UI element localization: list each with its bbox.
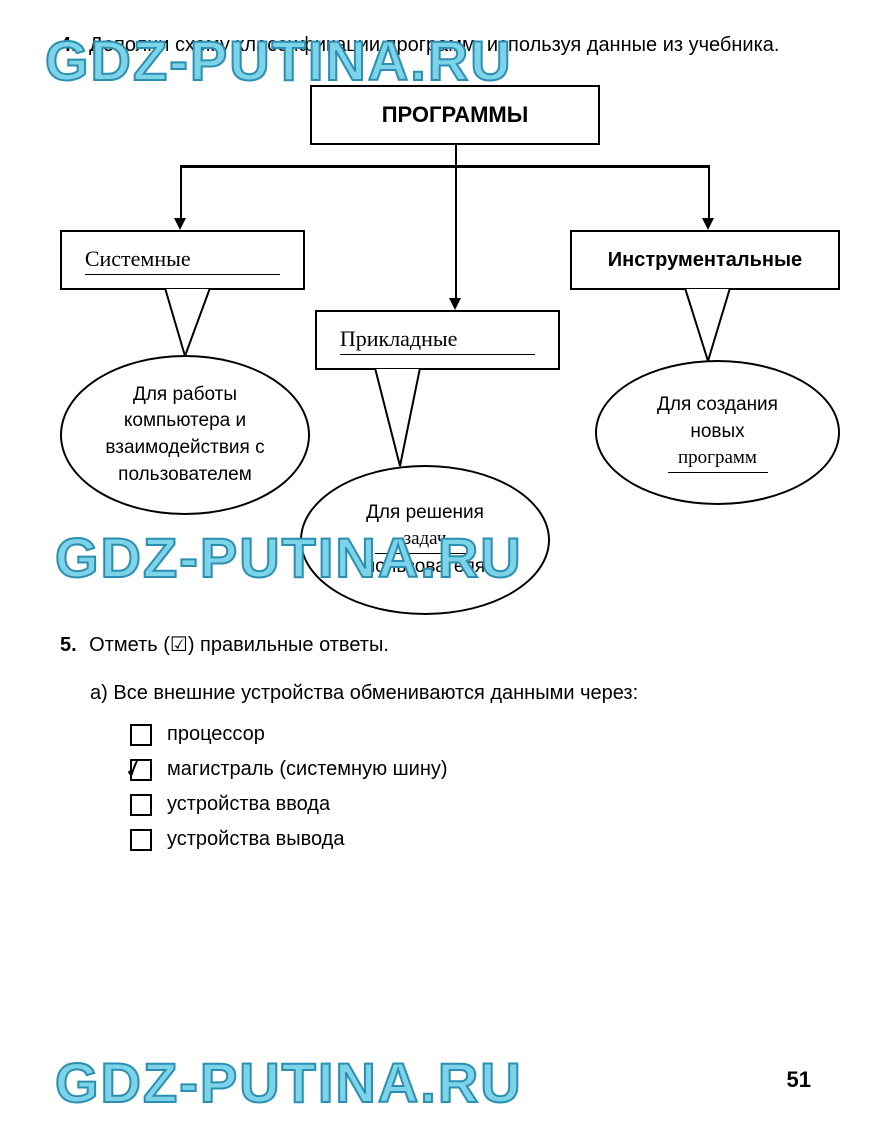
bubble-line: пользователем bbox=[118, 462, 252, 489]
node-right-label: Инструментальные bbox=[608, 249, 802, 272]
checkbox[interactable]: ✓ bbox=[130, 759, 152, 781]
q5-prompt: 5. Отметь (☑) правильные ответы. bbox=[60, 630, 811, 660]
root-label: ПРОГРАММЫ bbox=[382, 102, 529, 128]
page-number: 51 bbox=[787, 1067, 811, 1093]
bubble-tail bbox=[160, 288, 220, 358]
bubble-fill: программ bbox=[668, 445, 768, 473]
connector bbox=[180, 165, 182, 220]
bubble-line: новых bbox=[690, 419, 744, 446]
q4-prompt: 4. Дополни схему классификации программ,… bbox=[60, 30, 811, 60]
page-content: 4. Дополни схему классификации программ,… bbox=[0, 0, 871, 901]
connector bbox=[455, 145, 457, 165]
option-row: процессор bbox=[130, 723, 811, 746]
bubble-line: пользователя bbox=[365, 554, 485, 581]
connector bbox=[180, 165, 710, 168]
bubble-prikladnye: Для решения задач пользователя bbox=[300, 465, 550, 615]
q4-text: Дополни схему классификации программ, ис… bbox=[89, 34, 779, 56]
option-label: процессор bbox=[167, 723, 265, 746]
q4-number: 4. bbox=[60, 34, 77, 56]
q5-options: процессор ✓ магистраль (системную шину) … bbox=[130, 723, 811, 851]
connector bbox=[708, 165, 710, 220]
watermark-bottom: GDZ-PUTINA.RU bbox=[55, 1050, 523, 1115]
checkbox[interactable] bbox=[130, 724, 152, 746]
checkbox[interactable] bbox=[130, 829, 152, 851]
node-middle-fill: Прикладные bbox=[340, 326, 535, 355]
node-prikladnye: Прикладные bbox=[315, 310, 560, 370]
option-label: магистраль (системную шину) bbox=[167, 758, 448, 781]
question-4: 4. Дополни схему классификации программ,… bbox=[60, 30, 811, 590]
bubble-line: Для работы bbox=[133, 382, 237, 409]
option-row: ✓ магистраль (системную шину) bbox=[130, 758, 811, 781]
q5-text-prefix: Отметь ( bbox=[89, 634, 170, 656]
bubble-systemnye: Для работы компьютера и взаимодействия с… bbox=[60, 355, 310, 515]
q5-number: 5. bbox=[60, 634, 77, 656]
connector bbox=[455, 165, 457, 300]
arrow-head bbox=[174, 218, 186, 230]
q5a-letter: а) bbox=[90, 682, 108, 704]
bubble-line: Для создания bbox=[657, 392, 778, 419]
classification-diagram: ПРОГРАММЫ Системные Прикладные Инструмен… bbox=[60, 70, 840, 590]
q5a-text: Все внешние устройства обмениваются данн… bbox=[113, 682, 638, 704]
node-instrumentalnye: Инструментальные bbox=[570, 230, 840, 290]
q5-text-suffix: ) правильные ответы. bbox=[188, 634, 389, 656]
checkmark-icon: ✓ bbox=[121, 752, 148, 785]
arrow-head bbox=[702, 218, 714, 230]
bubble-line: Для решения bbox=[366, 500, 484, 527]
bubble-tail bbox=[680, 288, 740, 363]
question-5: 5. Отметь (☑) правильные ответы. а) Все … bbox=[60, 630, 811, 851]
node-left-fill: Системные bbox=[85, 246, 280, 275]
node-systemnye: Системные bbox=[60, 230, 305, 290]
option-label: устройства вывода bbox=[167, 828, 344, 851]
q5-sub-a: а) Все внешние устройства обмениваются д… bbox=[90, 678, 811, 708]
bubble-tail bbox=[370, 368, 430, 468]
q5-check-sym: ☑ bbox=[170, 634, 188, 656]
option-row: устройства ввода bbox=[130, 793, 811, 816]
option-label: устройства ввода bbox=[167, 793, 330, 816]
option-row: устройства вывода bbox=[130, 828, 811, 851]
bubble-line: взаимодействия с bbox=[105, 435, 264, 462]
bubble-line: компьютера и bbox=[124, 408, 246, 435]
checkbox[interactable] bbox=[130, 794, 152, 816]
bubble-fill: задач bbox=[375, 526, 475, 554]
bubble-instrumentalnye: Для создания новых программ bbox=[595, 360, 840, 505]
root-node: ПРОГРАММЫ bbox=[310, 85, 600, 145]
arrow-head bbox=[449, 298, 461, 310]
